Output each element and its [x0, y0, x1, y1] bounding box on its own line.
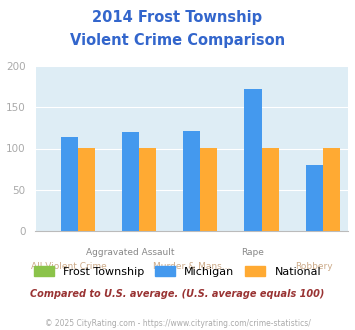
Bar — [244, 89, 262, 231]
Bar — [262, 148, 279, 231]
Bar — [183, 131, 200, 231]
Text: Violent Crime Comparison: Violent Crime Comparison — [70, 33, 285, 48]
Legend: Frost Township, Michigan, National: Frost Township, Michigan, National — [29, 261, 326, 281]
Bar — [323, 148, 340, 231]
Bar — [78, 148, 95, 231]
Text: 2014 Frost Township: 2014 Frost Township — [92, 10, 263, 25]
Text: Robbery: Robbery — [295, 262, 333, 271]
Bar — [139, 148, 156, 231]
Text: Aggravated Assault: Aggravated Assault — [86, 248, 175, 257]
Bar — [306, 165, 323, 231]
Text: Compared to U.S. average. (U.S. average equals 100): Compared to U.S. average. (U.S. average … — [30, 289, 325, 299]
Text: Rape: Rape — [241, 248, 264, 257]
Text: All Violent Crime: All Violent Crime — [31, 262, 107, 271]
Bar — [122, 132, 139, 231]
Bar — [200, 148, 217, 231]
Bar — [61, 137, 78, 231]
Text: Murder & Mans...: Murder & Mans... — [153, 262, 230, 271]
Text: © 2025 CityRating.com - https://www.cityrating.com/crime-statistics/: © 2025 CityRating.com - https://www.city… — [45, 319, 310, 328]
